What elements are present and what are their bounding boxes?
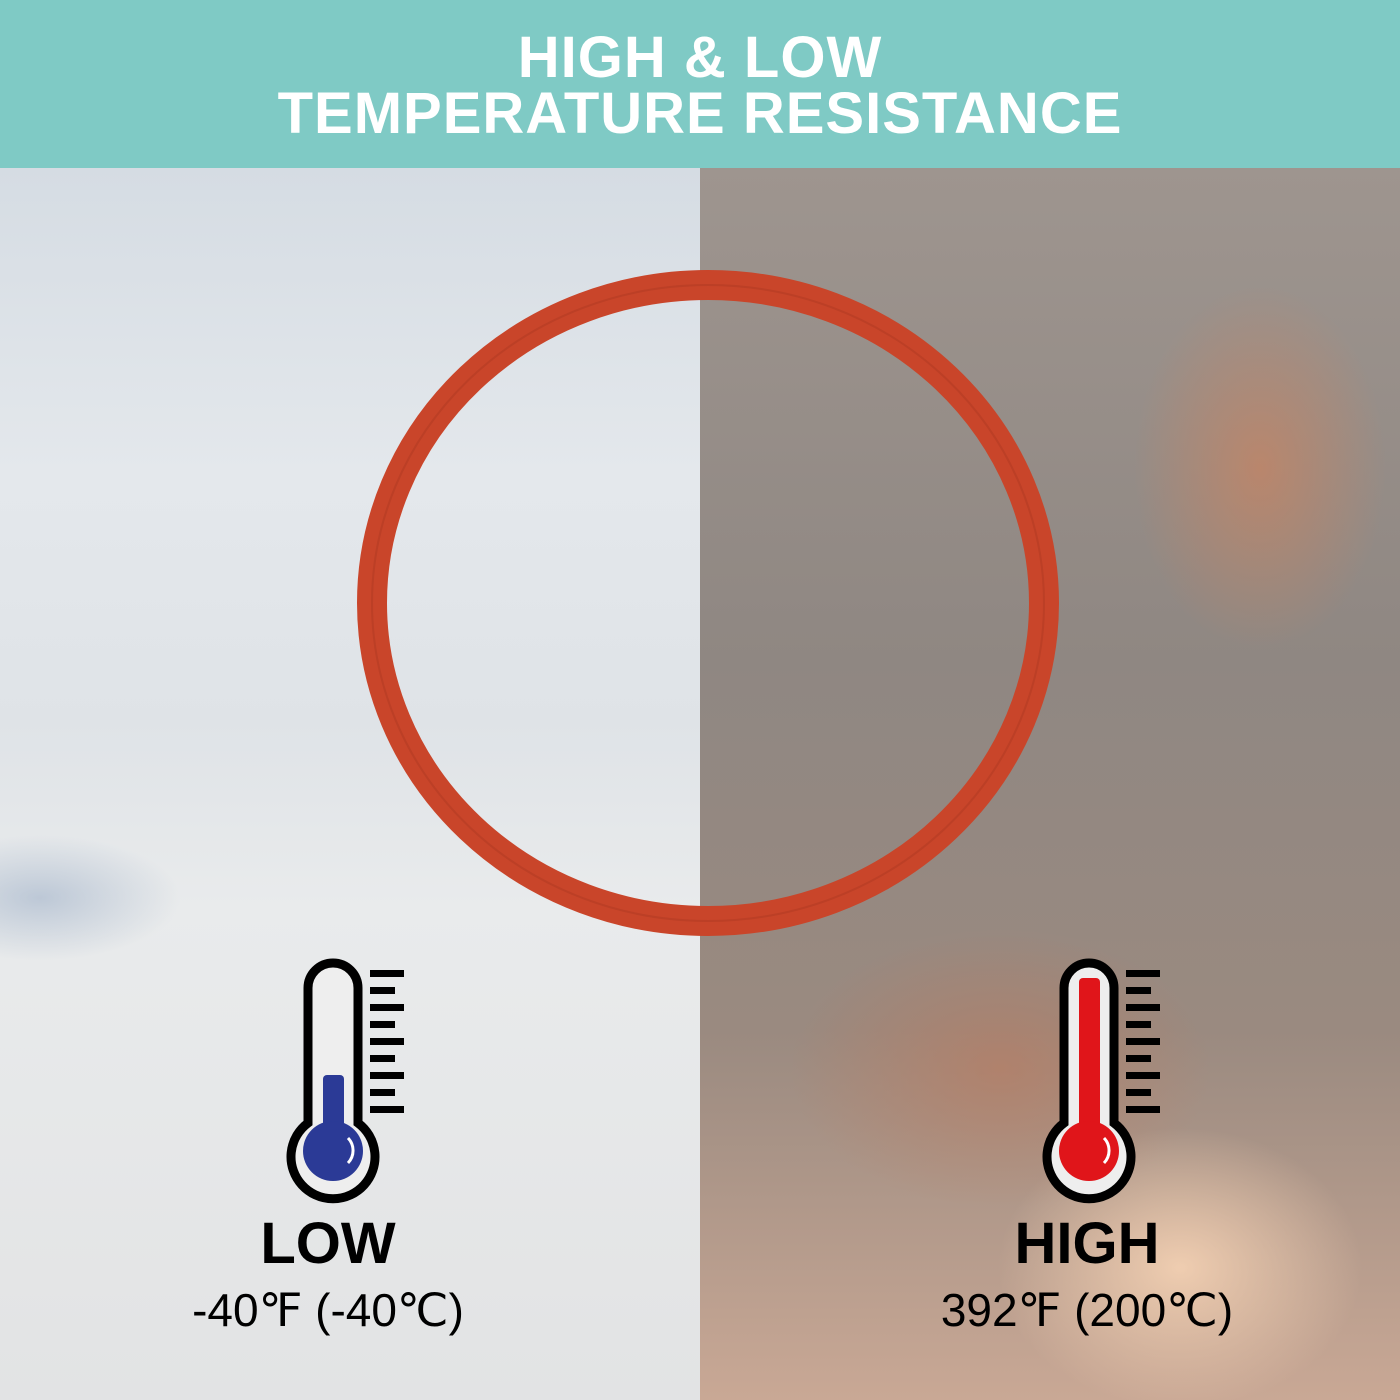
fire-background [700, 168, 1400, 1400]
header-line-1: HIGH & LOW [517, 25, 883, 90]
low-value: -40℉ (-40℃) [192, 1284, 464, 1336]
low-temperature-label: LOW -40℉ (-40℃) [128, 1214, 528, 1338]
thermometer-cold-icon [286, 958, 404, 1204]
high-value: 392℉ (200℃) [940, 1284, 1234, 1336]
low-title: LOW [260, 1211, 396, 1276]
high-title: HIGH [1014, 1211, 1160, 1276]
header-banner: HIGH & LOW TEMPERATURE RESISTANCE [0, 0, 1400, 168]
header-line-2: TEMPERATURE RESISTANCE [277, 81, 1123, 146]
thermometer-hot-icon [1042, 958, 1160, 1204]
high-temperature-label: HIGH 392℉ (200℃) [887, 1214, 1287, 1338]
